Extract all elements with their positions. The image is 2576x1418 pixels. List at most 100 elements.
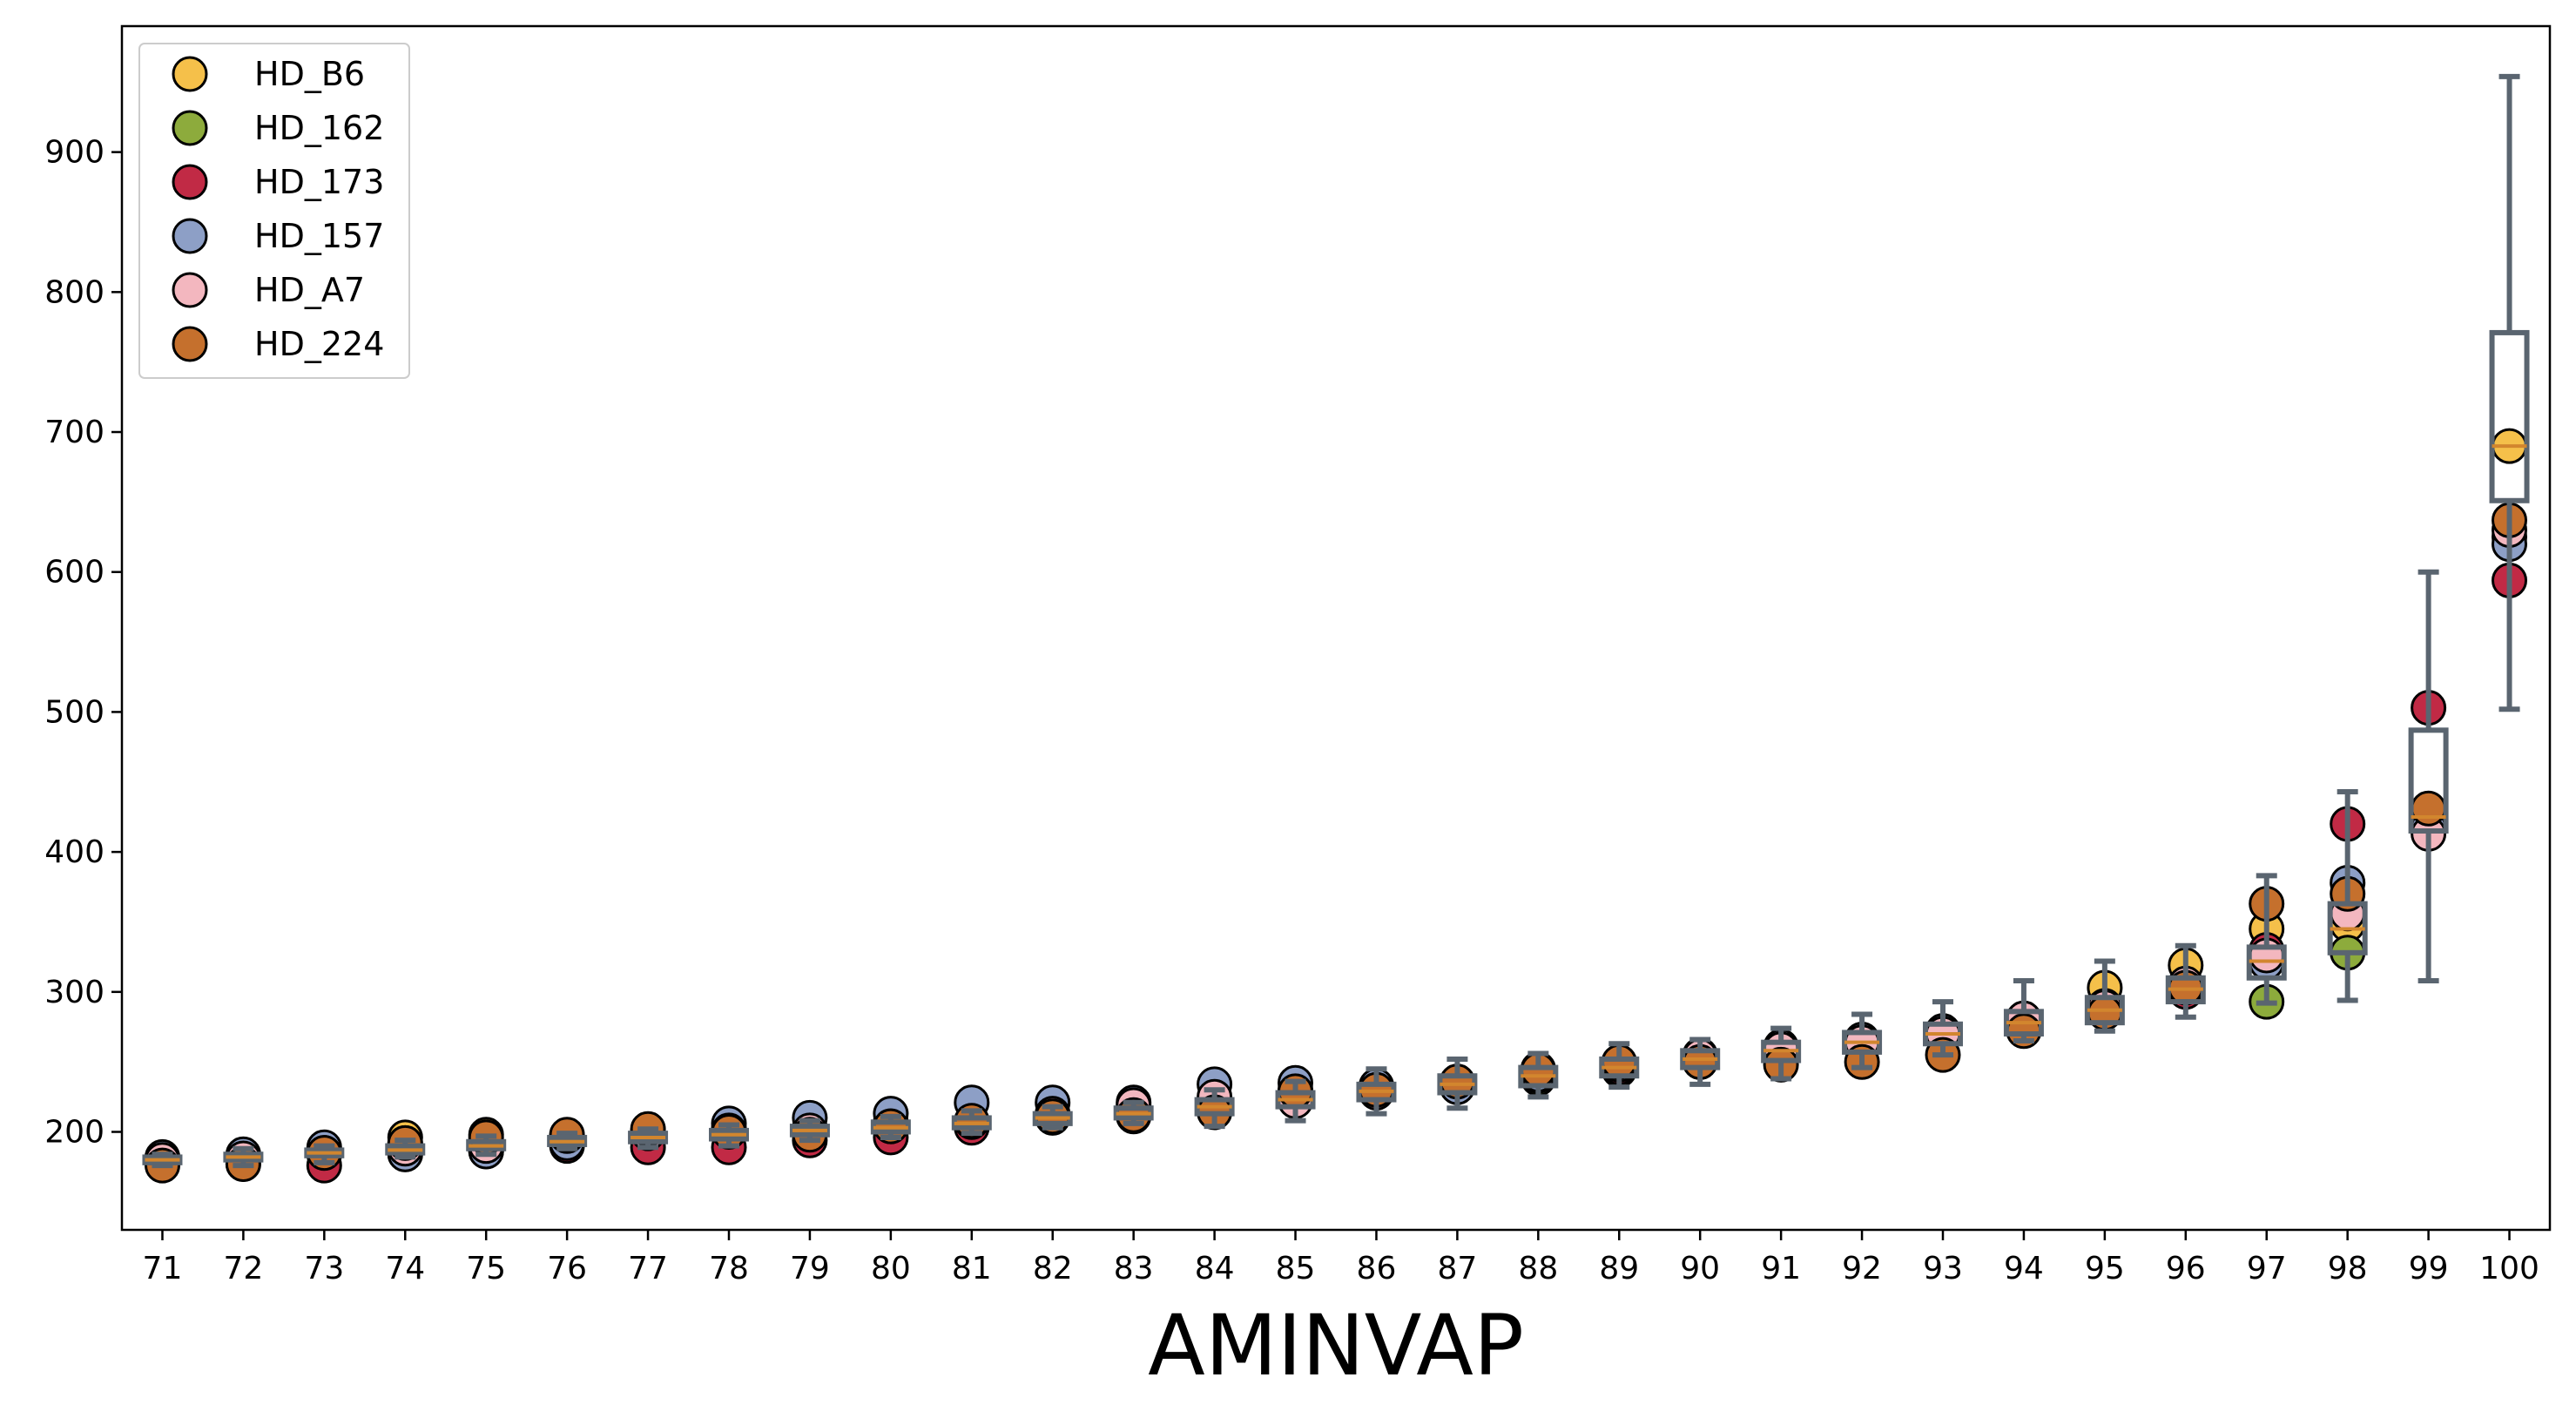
y-tick-label: 400 (44, 834, 105, 870)
x-tick-label: 74 (385, 1251, 425, 1286)
box-plot (1113, 1099, 1154, 1126)
box-plot (1356, 1066, 1397, 1117)
box-plot (1275, 1078, 1316, 1124)
x-tick-label: 99 (2409, 1251, 2449, 1286)
x-tick-label: 100 (2479, 1251, 2539, 1286)
series-HD_224 (145, 502, 2527, 1184)
x-tick-label: 95 (2085, 1251, 2125, 1286)
legend-marker (172, 326, 208, 362)
legend-item: HD_157 (172, 217, 384, 255)
box-plot (628, 1126, 669, 1151)
box-plot (2327, 789, 2368, 1003)
x-tick-label: 94 (2004, 1251, 2044, 1286)
x-tick-label: 96 (2166, 1251, 2206, 1286)
x-tick-label: 97 (2247, 1251, 2287, 1286)
x-tick-label: 82 (1033, 1251, 1073, 1286)
series-HD_162 (145, 519, 2527, 1181)
box-plot (2489, 73, 2530, 712)
box-plot (1842, 1011, 1883, 1070)
x-tick-label: 86 (1357, 1251, 1397, 1286)
box-plot (2408, 569, 2449, 983)
box-plot (1032, 1104, 1073, 1131)
box-plot (142, 1151, 183, 1169)
x-tick-label: 88 (1518, 1251, 1558, 1286)
box-plot (466, 1133, 507, 1158)
legend-item: HD_173 (172, 163, 384, 201)
x-axis-title: AMINVAP (1148, 1297, 1524, 1394)
chart-marks (142, 73, 2530, 1184)
legend-marker (172, 272, 208, 308)
series-HD_A7 (145, 512, 2527, 1178)
x-tick-label: 71 (143, 1251, 183, 1286)
legend-marker (172, 56, 208, 92)
legend-item: HD_B6 (172, 55, 365, 93)
x-axis: 71 72 73 74 75 76 77 78 79 80 81 82 83 84 85 86 87 88 89 90… (143, 1230, 2539, 1286)
legend-marker (172, 110, 208, 146)
x-tick-label: 76 (547, 1251, 587, 1286)
legend-item: HD_A7 (172, 271, 365, 309)
series-HD_B6 (145, 428, 2527, 1178)
legend-item: HD_224 (172, 325, 384, 363)
x-tick-label: 75 (466, 1251, 506, 1286)
legend-label: HD_173 (254, 163, 384, 201)
box (2489, 329, 2530, 503)
legend-label: HD_A7 (254, 271, 365, 309)
box-plot (223, 1145, 264, 1169)
box-plot (789, 1118, 830, 1144)
box-plot (951, 1108, 992, 1137)
box-plot (1923, 999, 1963, 1058)
box-plot (1194, 1087, 1235, 1130)
legend: HD_B6 HD_162 HD_173 HD_157 HD_A7 HD_224 (138, 43, 410, 379)
box-plot (2165, 942, 2206, 1020)
legend-marker (172, 164, 208, 200)
x-tick-label: 73 (304, 1251, 344, 1286)
box-plot (1437, 1056, 1478, 1111)
box-plot (1599, 1041, 1640, 1091)
box-plot (304, 1143, 345, 1165)
legend-item: HD_162 (172, 109, 384, 147)
y-tick-label: 900 (44, 135, 105, 171)
x-tick-label: 93 (1923, 1251, 1963, 1286)
data-point (2411, 790, 2447, 827)
box-plot (1680, 1036, 1721, 1087)
y-axis: 200 300 400 500 600 700 800 900 (44, 135, 122, 1151)
legend-marker (172, 218, 208, 254)
box-plot (385, 1138, 426, 1160)
y-tick-label: 700 (44, 415, 105, 450)
x-tick-label: 92 (1842, 1251, 1882, 1286)
series-HD_157 (145, 526, 2527, 1175)
x-tick-label: 77 (628, 1251, 668, 1286)
box-plot (1518, 1050, 1559, 1100)
x-tick-label: 87 (1437, 1251, 1477, 1286)
y-tick-label: 200 (44, 1115, 105, 1151)
x-tick-label: 72 (223, 1251, 263, 1286)
x-tick-label: 83 (1114, 1251, 1154, 1286)
x-tick-label: 84 (1195, 1251, 1235, 1286)
box-plot (1761, 1025, 1802, 1082)
box-plot (547, 1131, 588, 1151)
x-tick-label: 89 (1599, 1251, 1639, 1286)
y-tick-label: 500 (44, 694, 105, 730)
x-tick-label: 91 (1761, 1251, 1801, 1286)
box-plot (709, 1122, 749, 1149)
x-tick-label: 85 (1276, 1251, 1316, 1286)
series-HD_173 (145, 562, 2527, 1184)
legend-label: HD_157 (254, 217, 384, 255)
box-plot (2003, 977, 2044, 1044)
box-plot (870, 1113, 911, 1140)
plot-frame (120, 24, 2552, 1232)
box-plot (2084, 958, 2125, 1034)
box-plot (2246, 873, 2287, 1006)
box (2408, 727, 2449, 834)
y-tick-label: 300 (44, 975, 105, 1010)
y-tick-label: 800 (44, 274, 105, 310)
x-tick-label: 81 (952, 1251, 992, 1286)
legend-label: HD_B6 (254, 55, 365, 93)
x-tick-label: 90 (1680, 1251, 1720, 1286)
x-tick-label: 80 (871, 1251, 911, 1286)
y-tick-label: 600 (44, 555, 105, 591)
x-tick-label: 79 (790, 1251, 830, 1286)
x-tick-label: 98 (2328, 1251, 2368, 1286)
x-tick-label: 78 (709, 1251, 749, 1286)
